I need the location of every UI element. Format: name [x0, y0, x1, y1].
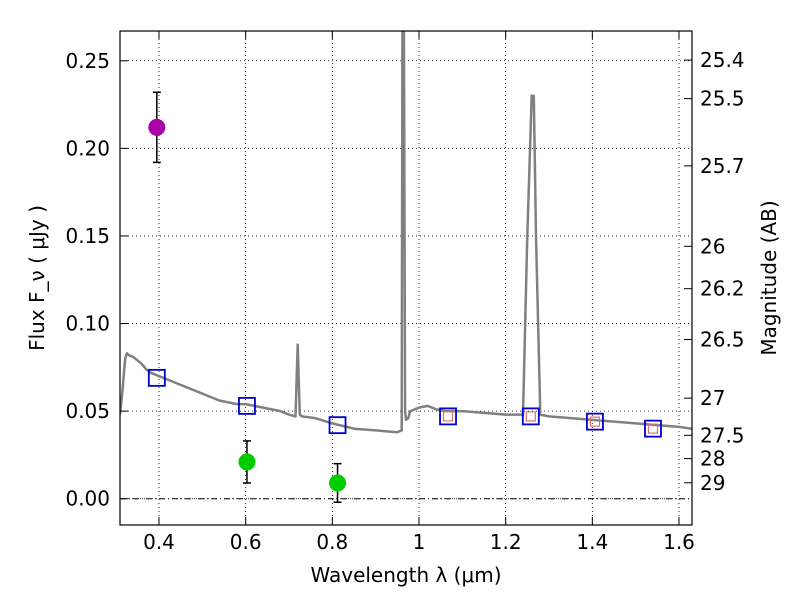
- observed-photometry-square: [647, 423, 659, 434]
- right-tick-label: 29: [700, 471, 725, 495]
- y-axis-label: Flux F_ν ( μJy ): [25, 205, 49, 351]
- y-right-axis-label: Magnitude (AB): [757, 200, 781, 355]
- model-photometry-square: [328, 416, 347, 435]
- y-tick-label: 0.15: [65, 224, 110, 248]
- observed-photometry-square: [589, 416, 601, 427]
- axis-ticks: 0.4 0.6 0.8 1 1.2 1.4 1.6 0.00 0.05 0.10 0.15 0.20 0…: [65, 31, 745, 554]
- right-tick-label: 25.4: [700, 48, 745, 72]
- model-photometry-square: [238, 396, 256, 415]
- x-tick-label: 1.2: [490, 530, 522, 554]
- grid-lines: [120, 31, 692, 525]
- series-layer: [120, 31, 692, 503]
- right-tick-label: 25.5: [700, 87, 745, 111]
- y-tick-label: 0.05: [65, 399, 110, 423]
- model-photometry-square: [439, 407, 457, 426]
- model-photometry-square: [147, 368, 166, 387]
- right-tick-label: 26.5: [700, 327, 745, 351]
- sed-spectrum-line: [120, 31, 692, 434]
- right-tick-label: 26: [700, 234, 725, 258]
- model-photometry-square: [586, 412, 604, 431]
- data-point: [329, 474, 347, 492]
- observed-photometry-square: [442, 411, 454, 422]
- data-point: [238, 453, 256, 471]
- y-tick-label: 0.00: [65, 487, 110, 511]
- x-tick-label: 1.4: [576, 530, 608, 554]
- y-tick-label: 0.20: [65, 136, 110, 160]
- right-tick-label: 27: [700, 386, 725, 410]
- x-tick-label: 0.6: [230, 530, 262, 554]
- model-photometry-square: [521, 407, 540, 426]
- x-tick-label: 0.8: [316, 530, 348, 554]
- right-tick-label: 27.5: [700, 423, 745, 447]
- data-point: [148, 118, 166, 136]
- x-axis-label: Wavelength λ (μm): [310, 563, 501, 587]
- right-tick-label: 28: [700, 447, 725, 471]
- x-tick-label: 1.6: [663, 530, 695, 554]
- y-tick-label: 0.10: [65, 312, 110, 336]
- y-tick-label: 0.25: [65, 49, 110, 73]
- right-tick-label: 25.7: [700, 154, 745, 178]
- plot-frame: [119, 30, 693, 526]
- model-photometry-square: [644, 419, 662, 438]
- x-tick-label: 1: [413, 530, 426, 554]
- right-tick-label: 26.2: [700, 277, 745, 301]
- observed-photometry-square: [525, 411, 536, 422]
- x-tick-label: 0.4: [143, 530, 175, 554]
